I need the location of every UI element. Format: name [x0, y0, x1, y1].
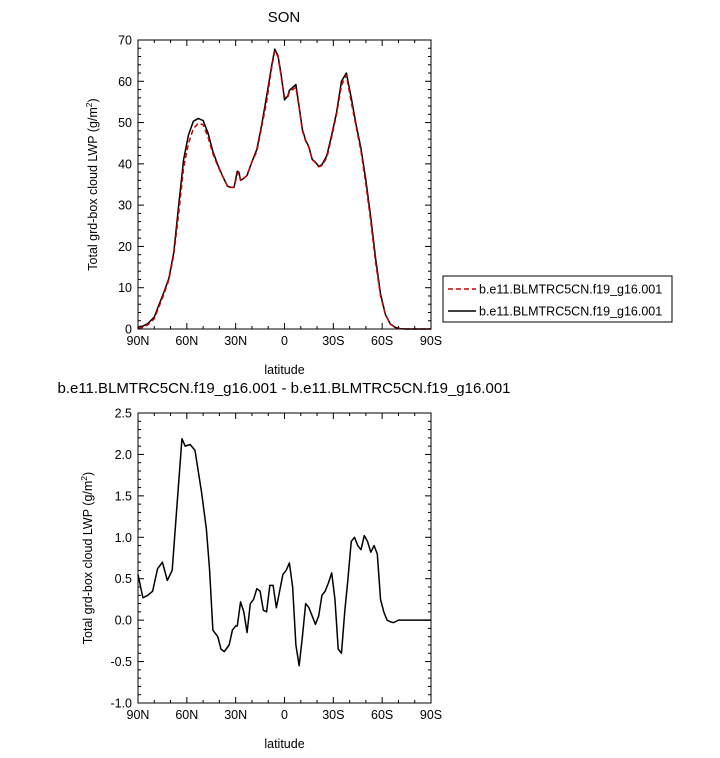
- top-ytick-label: 30: [118, 199, 132, 213]
- bottom-yaxis-unit-close: ): [81, 472, 95, 476]
- top-series-1-line: [137, 50, 431, 330]
- bottom-ytick-label: 2.5: [115, 407, 132, 421]
- top-ytick-label: 60: [118, 75, 132, 89]
- bottom-ytick-label: 2.0: [115, 448, 132, 462]
- bottom-ytick-label: 0.0: [115, 614, 132, 628]
- bottom-xaxis-label: latitude: [264, 737, 304, 751]
- top-ytick-label: 0: [125, 323, 132, 337]
- top-xtick-label: 90S: [420, 334, 442, 348]
- bottom-xtick-label: 60N: [175, 708, 198, 722]
- bottom-yaxis-unit-exponent: 2: [79, 476, 89, 481]
- top-ytick-label: 70: [118, 34, 132, 48]
- top-yaxis-unit-exponent: 2: [84, 102, 94, 107]
- top-yaxis-label-text: Total grd-box cloud LWP: [86, 136, 100, 271]
- bottom-ytick-label: -1.0: [110, 697, 132, 711]
- bottom-panel: b.e11.BLMTRC5CN.f19_g16.001 - b.e11.BLMT…: [57, 380, 510, 751]
- bottom-ytick-label: -0.5: [110, 655, 132, 669]
- legend: b.e11.BLMTRC5CN.f19_g16.001 b.e11.BLMTRC…: [442, 275, 673, 323]
- bottom-chart-title: b.e11.BLMTRC5CN.f19_g16.001 - b.e11.BLMT…: [57, 380, 510, 397]
- top-chart-title: SON: [268, 9, 301, 26]
- bottom-xtick-label: 90N: [127, 708, 150, 722]
- top-ytick-label: 20: [118, 240, 132, 254]
- top-series-2-line: [137, 48, 431, 330]
- top-xtick-label: 30N: [224, 334, 247, 348]
- top-plot-frame: [137, 39, 432, 330]
- bottom-series-1-line: [137, 437, 431, 667]
- top-yaxis-unit-open: (: [86, 127, 100, 135]
- top-yaxis-unit: g/m: [86, 107, 100, 128]
- bottom-ytick-label: 1.0: [115, 531, 132, 545]
- legend-label-series-2: b.e11.BLMTRC5CN.f19_g16.001: [479, 305, 662, 319]
- top-ytick-label: 50: [118, 116, 132, 130]
- bottom-xtick-label: 30S: [322, 708, 344, 722]
- bottom-xtick-label: 60S: [371, 708, 393, 722]
- bottom-plot-frame: [137, 412, 432, 704]
- top-ytick-label: 10: [118, 281, 132, 295]
- top-panel: SON 90N 60N 30N 0 30S 60S 90S 0 10 20 30 40 50 60 70 l…: [84, 9, 442, 377]
- top-yaxis-unit-close: ): [86, 98, 100, 102]
- top-yaxis-label: Total grd-box cloud LWP (g/m2): [84, 98, 100, 270]
- legend-box: [442, 275, 673, 323]
- top-xtick-label: 60S: [371, 334, 393, 348]
- bottom-xtick-label: 0: [281, 708, 288, 722]
- top-xtick-label: 0: [281, 334, 288, 348]
- bottom-xtick-label: 30N: [224, 708, 247, 722]
- top-ytick-label: 40: [118, 157, 132, 171]
- legend-label-series-1: b.e11.BLMTRC5CN.f19_g16.001: [479, 283, 662, 297]
- top-xtick-label: 90N: [127, 334, 150, 348]
- top-xtick-label: 60N: [175, 334, 198, 348]
- bottom-yaxis-unit: g/m: [81, 481, 95, 502]
- top-xaxis-label: latitude: [264, 363, 304, 377]
- bottom-yaxis-label-text: Total grd-box cloud LWP: [81, 509, 95, 644]
- bottom-yaxis-unit-open: (: [81, 501, 95, 509]
- bottom-xtick-label: 90S: [420, 708, 442, 722]
- top-xtick-label: 30S: [322, 334, 344, 348]
- bottom-ytick-label: 0.5: [115, 572, 132, 586]
- bottom-yaxis-label: Total grd-box cloud LWP (g/m2): [79, 472, 95, 644]
- bottom-ytick-label: 1.5: [115, 489, 132, 503]
